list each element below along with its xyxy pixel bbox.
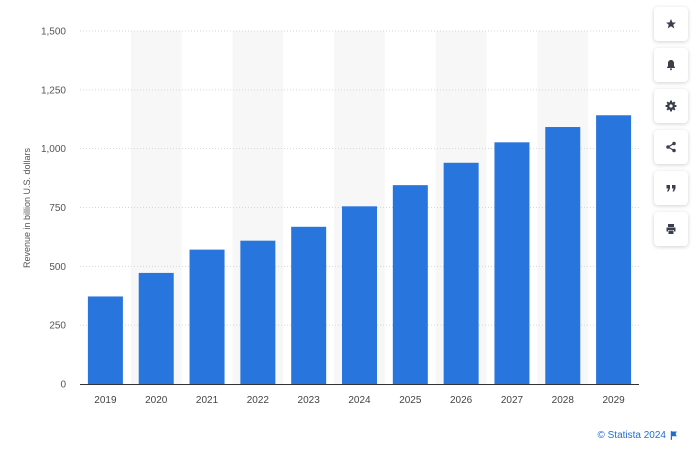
chart-toolbar xyxy=(654,7,688,246)
x-tick-label: 2021 xyxy=(196,395,219,406)
x-tick-label: 2023 xyxy=(298,395,321,406)
x-tick-label: 2029 xyxy=(602,395,625,406)
x-tick-label: 2028 xyxy=(552,395,575,406)
bar xyxy=(342,206,377,384)
bar xyxy=(392,185,428,384)
y-tick-label: 0 xyxy=(60,380,66,391)
cite-button[interactable] xyxy=(654,171,688,205)
bar xyxy=(596,115,632,385)
x-tick-label: 2025 xyxy=(399,395,422,406)
x-tick-label: 2019 xyxy=(94,395,117,406)
star-icon xyxy=(666,19,676,29)
share-button[interactable] xyxy=(654,130,688,164)
y-tick-label: 500 xyxy=(49,262,66,273)
bar xyxy=(545,127,581,385)
bell-icon xyxy=(667,60,675,71)
bar xyxy=(189,249,225,384)
bar xyxy=(494,142,530,384)
gear-icon xyxy=(665,100,677,112)
bar xyxy=(291,226,327,384)
bar xyxy=(87,296,123,384)
bar xyxy=(443,162,479,384)
y-tick-label: 1,250 xyxy=(41,85,66,96)
favorite-button[interactable] xyxy=(654,7,688,41)
x-tick-label: 2024 xyxy=(348,395,371,406)
print-button[interactable] xyxy=(654,212,688,246)
bar xyxy=(138,272,174,384)
y-tick-label: 1,000 xyxy=(41,144,66,155)
credit-text: © Statista 2024 xyxy=(597,430,666,441)
x-tick-label: 2026 xyxy=(450,395,473,406)
y-axis-label: Revenue in billion U.S. dollars xyxy=(22,147,32,269)
quote-icon xyxy=(666,185,676,192)
flag-icon xyxy=(670,431,677,440)
settings-button[interactable] xyxy=(654,89,688,123)
bar xyxy=(240,240,276,384)
print-icon xyxy=(666,224,676,234)
x-tick-label: 2020 xyxy=(145,395,168,406)
x-tick-label: 2022 xyxy=(247,395,270,406)
y-tick-label: 750 xyxy=(49,203,66,214)
statista-credit[interactable]: © Statista 2024 xyxy=(597,430,678,441)
share-icon xyxy=(666,141,676,153)
y-tick-label: 1,500 xyxy=(41,27,66,38)
x-tick-label: 2027 xyxy=(501,395,524,406)
notification-button[interactable] xyxy=(654,48,688,82)
y-tick-label: 250 xyxy=(49,321,66,332)
